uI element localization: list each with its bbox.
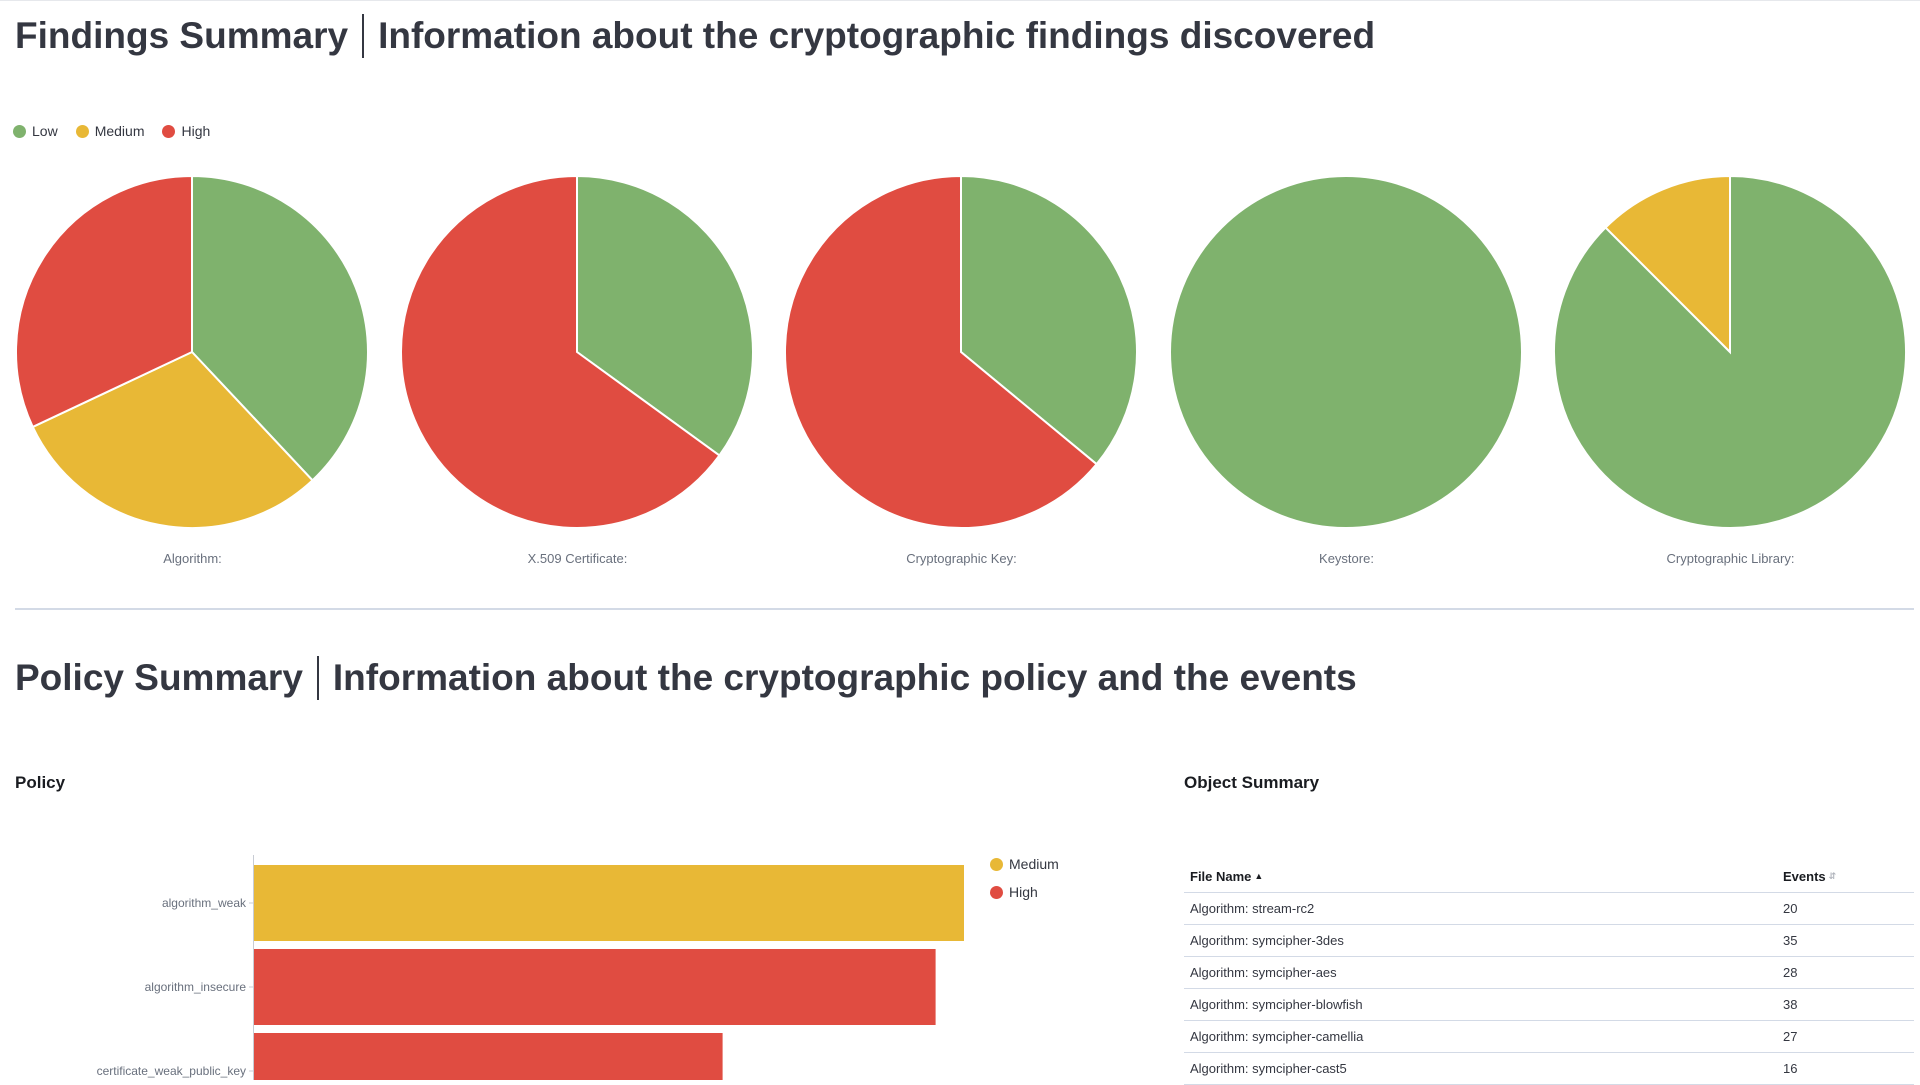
policy-tick-label-algorithm-insecure: algorithm_insecure bbox=[145, 980, 247, 994]
legend-dot-low-icon bbox=[13, 124, 26, 138]
events-cell: 20 bbox=[1777, 892, 1914, 925]
policy-panel-title: Policy bbox=[15, 773, 66, 792]
pie-label-cryptographic-key: Cryptographic Key: bbox=[906, 551, 1017, 566]
pie-svg-cryptographic-key bbox=[784, 175, 1138, 529]
policy-summary-heading: Policy Summary Information about the cry… bbox=[15, 656, 1357, 700]
title-separator bbox=[316, 656, 319, 700]
legend-item-low[interactable]: Low bbox=[13, 123, 58, 139]
pie-chart-cryptographic-key: Cryptographic Key: bbox=[784, 175, 1144, 575]
sort-ascending-icon: ▲ bbox=[1254, 870, 1264, 881]
policy-legend-label-medium: Medium bbox=[1009, 856, 1059, 872]
table-row[interactable]: Algorithm: symcipher-camellia 27 bbox=[1184, 1020, 1914, 1053]
policy-tick-label-algorithm-weak: algorithm_weak bbox=[162, 896, 247, 910]
pie-chart-keystore: Keystore: bbox=[1169, 175, 1529, 575]
policy-bar-algorithm-insecure[interactable] bbox=[254, 949, 936, 1025]
column-header-events[interactable]: Events ⇵ bbox=[1777, 860, 1914, 893]
pie-slice-medium[interactable] bbox=[1604, 175, 1731, 355]
policy-legend-label-high: High bbox=[1009, 884, 1038, 900]
sort-unsorted-icon: ⇵ bbox=[1828, 870, 1837, 881]
pie-slice-high[interactable] bbox=[400, 175, 721, 529]
policy-summary-subtitle: Information about the cryptographic poli… bbox=[332, 657, 1357, 698]
table-header-row: File Name ▲ Events ⇵ bbox=[1184, 860, 1914, 893]
pie-svg-keystore bbox=[1169, 175, 1523, 529]
findings-summary-subtitle: Information about the cryptographic find… bbox=[378, 15, 1376, 56]
legend-item-medium[interactable]: Medium bbox=[75, 123, 145, 139]
legend-label-medium: Medium bbox=[94, 123, 145, 139]
table-row[interactable]: Algorithm: stream-rc2 20 bbox=[1184, 892, 1914, 925]
legend-dot-high-icon bbox=[162, 124, 176, 138]
legend-dot-medium-icon bbox=[75, 124, 89, 138]
file-name-cell: Algorithm: stream-rc2 bbox=[1184, 892, 1777, 925]
policy-bar-algorithm-weak[interactable] bbox=[254, 865, 964, 941]
pie-label-algorithm: Algorithm: bbox=[163, 551, 222, 566]
policy-legend-item-medium[interactable]: Medium bbox=[990, 856, 1059, 872]
pie-slice-high[interactable] bbox=[784, 175, 1099, 529]
pie-slice-low[interactable] bbox=[576, 175, 754, 457]
policy-legend-item-high[interactable]: High bbox=[990, 884, 1059, 900]
policy-legend-dot-medium-icon bbox=[990, 857, 1003, 871]
column-header-file-name[interactable]: File Name ▲ bbox=[1184, 860, 1777, 893]
pie-svg-algorithm bbox=[15, 175, 369, 529]
pie-chart-cryptographic-library: Cryptographic Library: bbox=[1553, 175, 1913, 575]
pie-slice-low[interactable] bbox=[191, 175, 369, 482]
policy-summary-title: Policy Summary bbox=[15, 657, 303, 698]
file-name-cell: Algorithm: symcipher-3des bbox=[1184, 924, 1777, 957]
pie-slice-low[interactable] bbox=[1169, 175, 1523, 529]
object-summary-title: Object Summary bbox=[1184, 773, 1320, 792]
legend-label-high: High bbox=[181, 123, 211, 139]
pie-svg-x509-certificate bbox=[400, 175, 754, 529]
file-name-cell: Algorithm: symcipher-camellia bbox=[1184, 1020, 1777, 1053]
events-cell: 38 bbox=[1777, 988, 1914, 1021]
policy-bar-certificate-weak-public-key[interactable] bbox=[254, 1033, 723, 1080]
findings-summary-heading: Findings Summary Information about the c… bbox=[15, 14, 1375, 58]
file-name-cell: Algorithm: symcipher-aes bbox=[1184, 956, 1777, 989]
events-cell: 35 bbox=[1777, 924, 1914, 957]
findings-legend: Low Medium High bbox=[13, 123, 228, 139]
object-summary-table: File Name ▲ Events ⇵ Algorithm: stream-rc2… bbox=[1184, 860, 1914, 1085]
policy-bar-chart: algorithm_weak algorithm_insecure certific… bbox=[97, 855, 964, 1080]
pie-slice-medium[interactable] bbox=[31, 350, 314, 529]
pie-slice-high[interactable] bbox=[15, 175, 193, 429]
legend-item-high[interactable]: High bbox=[162, 123, 210, 139]
findings-summary-title: Findings Summary bbox=[15, 15, 349, 56]
column-header-file-name-label: File Name bbox=[1190, 868, 1252, 884]
pie-chart-x509-certificate: X.509 Certificate: bbox=[400, 175, 760, 575]
pie-label-cryptographic-library: Cryptographic Library: bbox=[1666, 551, 1795, 566]
pie-svg-cryptographic-library bbox=[1553, 175, 1907, 529]
pie-label-x509-certificate: X.509 Certificate: bbox=[527, 551, 628, 566]
events-cell: 28 bbox=[1777, 956, 1914, 989]
table-row[interactable]: Algorithm: symcipher-aes 28 bbox=[1184, 956, 1914, 989]
column-header-events-label: Events bbox=[1783, 868, 1826, 884]
events-cell: 27 bbox=[1777, 1020, 1914, 1053]
table-row[interactable]: Algorithm: symcipher-blowfish 38 bbox=[1184, 988, 1914, 1021]
title-separator bbox=[362, 14, 365, 58]
table-row[interactable]: Algorithm: symcipher-3des 35 bbox=[1184, 924, 1914, 957]
pie-chart-algorithm: Algorithm: bbox=[15, 175, 375, 575]
file-name-cell: Algorithm: symcipher-blowfish bbox=[1184, 988, 1777, 1021]
pie-slice-low[interactable] bbox=[960, 175, 1138, 466]
section-divider bbox=[15, 608, 1914, 610]
policy-legend-dot-high-icon bbox=[990, 885, 1003, 899]
legend-label-low: Low bbox=[32, 123, 58, 139]
top-rule bbox=[0, 0, 1920, 1]
pie-label-keystore: Keystore: bbox=[1319, 551, 1374, 566]
policy-legend: Medium High bbox=[990, 856, 1077, 912]
policy-tick-label-certificate-weak-public-key: certificate_weak_public_key bbox=[97, 1064, 246, 1078]
